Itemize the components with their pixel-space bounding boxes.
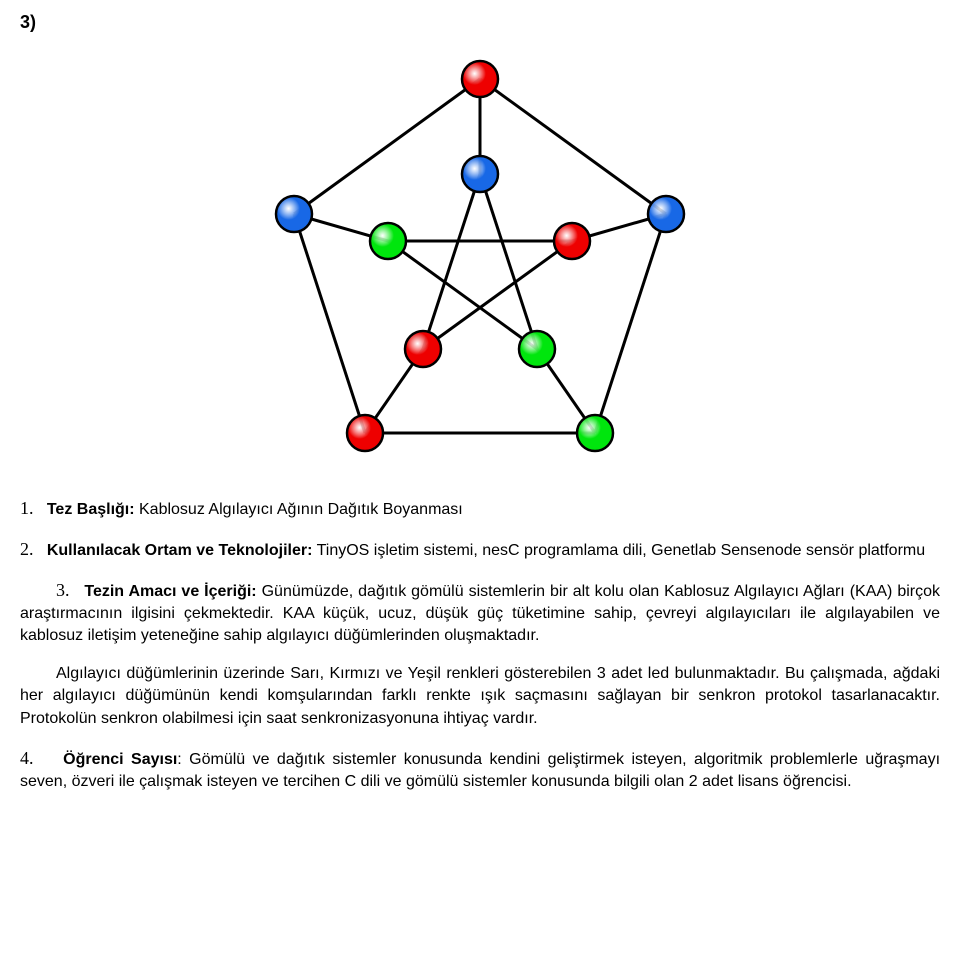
section-number: 3) bbox=[20, 12, 940, 33]
graph-node bbox=[462, 61, 498, 97]
item-label-4: Öğrenci Sayısı bbox=[63, 751, 177, 768]
petersen-graph bbox=[256, 41, 704, 473]
graph-node bbox=[405, 331, 441, 367]
list-item-4: 4. Öğrenci Sayısı: Gömülü ve dağıtık sis… bbox=[20, 746, 940, 793]
list-item-1: 1. Tez Başlığı: Kablosuz Algılayıcı Ağın… bbox=[20, 496, 940, 521]
graph-node bbox=[276, 196, 312, 232]
item-label-2: Kullanılacak Ortam ve Teknolojiler: bbox=[47, 542, 313, 559]
item-number-2: 2. bbox=[20, 539, 34, 559]
graph-node bbox=[347, 415, 383, 451]
graph-node bbox=[370, 223, 406, 259]
graph-node bbox=[554, 223, 590, 259]
item-text-1: Kablosuz Algılayıcı Ağının Dağıtık Boyan… bbox=[135, 501, 463, 518]
item-label-1: Tez Başlığı: bbox=[47, 501, 135, 518]
graph-node bbox=[648, 196, 684, 232]
graph-node bbox=[462, 156, 498, 192]
graph-container bbox=[20, 41, 940, 478]
list-item-3: 3. Tezin Amacı ve İçeriği: Günümüzde, da… bbox=[20, 578, 940, 647]
item-number-1: 1. bbox=[20, 498, 34, 518]
list-item-2: 2. Kullanılacak Ortam ve Teknolojiler: T… bbox=[20, 537, 940, 562]
item-number-3: 3. bbox=[56, 580, 70, 600]
item-text-2: TinyOS işletim sistemi, nesC programlama… bbox=[312, 542, 925, 559]
item-label-3: Tezin Amacı ve İçeriği: bbox=[84, 583, 256, 600]
graph-node bbox=[519, 331, 555, 367]
paragraph-led: Algılayıcı düğümlerinin üzerinde Sarı, K… bbox=[20, 663, 940, 729]
item-number-4: 4. bbox=[20, 748, 34, 768]
graph-node bbox=[577, 415, 613, 451]
